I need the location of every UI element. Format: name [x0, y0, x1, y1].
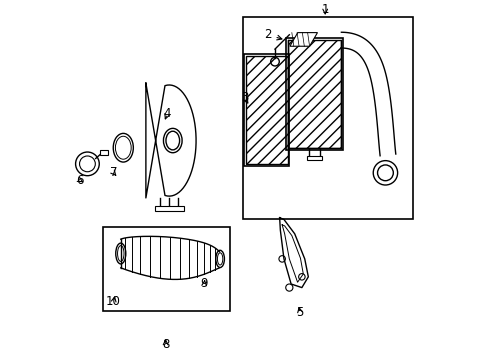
- Text: 5: 5: [296, 306, 303, 319]
- Text: 7: 7: [110, 166, 117, 179]
- Bar: [285, 39, 343, 149]
- Bar: [306, 156, 321, 160]
- Text: 3: 3: [240, 91, 248, 104]
- Text: 6: 6: [76, 174, 83, 186]
- Text: 9: 9: [200, 278, 208, 291]
- Bar: [100, 150, 108, 155]
- Text: 1: 1: [321, 3, 328, 16]
- Bar: [287, 40, 341, 148]
- Text: 4: 4: [163, 107, 171, 120]
- Bar: [246, 56, 287, 164]
- Bar: [242, 17, 412, 220]
- Bar: [155, 206, 183, 211]
- Polygon shape: [289, 33, 317, 46]
- Text: 10: 10: [106, 296, 121, 309]
- Bar: [102, 226, 230, 311]
- Text: 2: 2: [264, 28, 281, 41]
- Text: 8: 8: [162, 338, 169, 351]
- Bar: [244, 54, 289, 166]
